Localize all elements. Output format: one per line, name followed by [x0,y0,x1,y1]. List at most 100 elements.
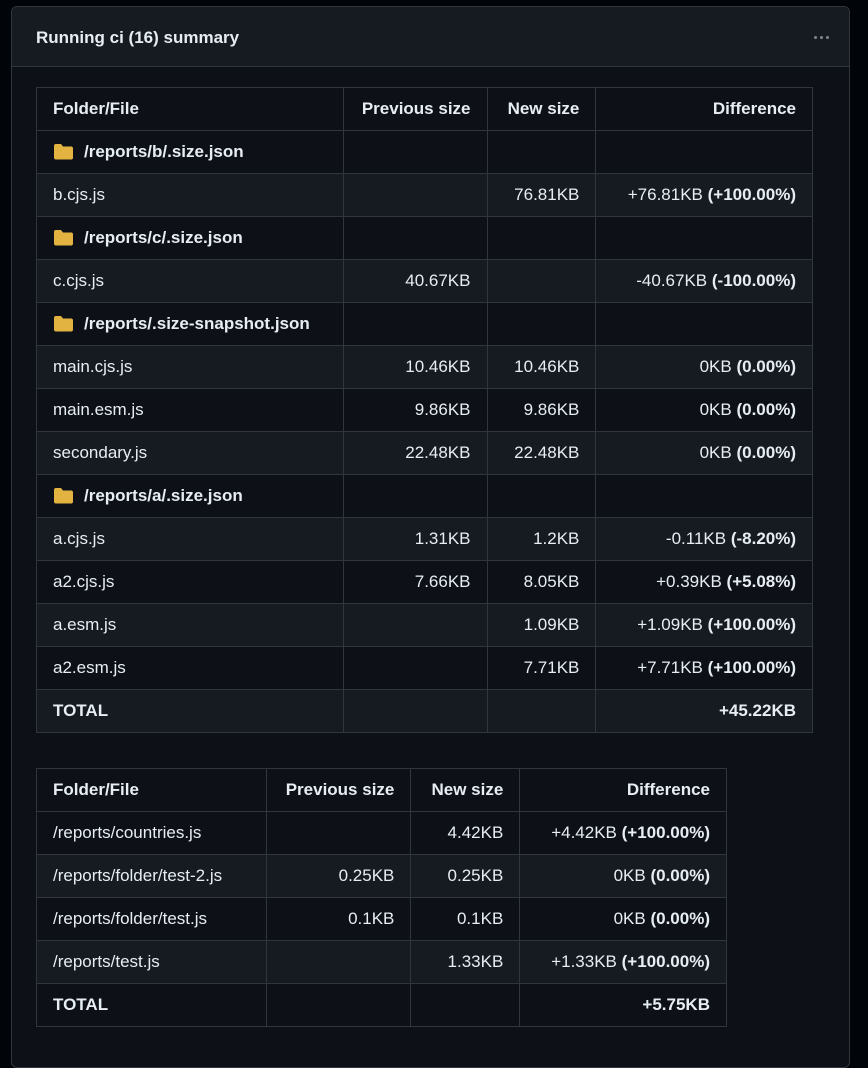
previous-size-cell [342,603,488,647]
new-size-cell: 76.81KB [486,173,597,217]
empty-cell [342,130,488,174]
new-size-cell: 7.71KB [486,646,597,690]
difference-value: +76.81KB [627,185,703,204]
previous-size-cell [342,173,488,217]
file-name-cell: a.cjs.js [36,517,344,561]
new-size-cell: 0.1KB [410,897,521,941]
file-name-cell: /reports/folder/test.js [35,897,268,941]
size-report-table-2: Folder/File Previous size New size Diffe… [35,768,727,1027]
new-size-cell: 1.33KB [410,940,521,984]
total-difference: +5.75KB [519,983,727,1027]
file-row: a2.cjs.js 7.66KB 8.05KB +0.39KB (+5.08%) [36,560,813,604]
file-row: /reports/folder/test.js 0.1KB 0.1KB 0KB (0.… [35,897,727,941]
difference-percent: (+100.00%) [621,823,710,842]
difference-value: +0.39KB [656,572,722,591]
difference-value: 0KB [699,400,732,419]
empty-cell [266,983,412,1027]
difference-cell: +4.42KB (+100.00%) [519,811,727,855]
difference-cell: 0KB (0.00%) [595,345,813,389]
difference-percent: (+100.00%) [707,185,796,204]
folder-name: /reports/c/.size.json [84,228,243,247]
difference-percent: (0.00%) [650,866,710,885]
empty-cell [595,302,813,346]
empty-cell [486,130,597,174]
column-header-difference: Difference [595,87,813,131]
file-name-cell: /reports/countries.js [35,811,268,855]
file-name-cell: main.cjs.js [36,345,344,389]
file-row: /reports/folder/test-2.js 0.25KB 0.25KB 0KB… [35,854,727,898]
difference-percent: (0.00%) [736,400,796,419]
total-label: TOTAL [35,983,268,1027]
difference-percent: (0.00%) [650,909,710,928]
previous-size-cell: 0.25KB [266,854,412,898]
difference-cell: 0KB (0.00%) [595,431,813,475]
summary-panel: Running ci (16) summary Folder/File Prev… [11,6,850,1068]
column-header-new-size: New size [486,87,597,131]
previous-size-cell [266,940,412,984]
difference-percent: (+100.00%) [621,952,710,971]
new-size-cell [486,259,597,303]
new-size-cell: 9.86KB [486,388,597,432]
file-row: secondary.js 22.48KB 22.48KB 0KB (0.00%) [36,431,813,475]
size-report-table-1: Folder/File Previous size New size Diffe… [36,87,813,733]
folder-icon [54,488,73,504]
difference-cell: -0.11KB (-8.20%) [595,517,813,561]
empty-cell [486,689,597,733]
difference-value: +1.09KB [637,615,703,634]
file-row: main.esm.js 9.86KB 9.86KB 0KB (0.00%) [36,388,813,432]
file-name-cell: /reports/folder/test-2.js [35,854,268,898]
difference-percent: (-100.00%) [711,271,796,290]
folder-row: /reports/c/.size.json [36,216,813,260]
difference-value: 0KB [699,443,732,462]
difference-percent: (-8.20%) [730,529,796,548]
table-header-row: Folder/File Previous size New size Diffe… [35,768,727,812]
empty-cell [342,474,488,518]
total-difference: +45.22KB [595,689,813,733]
column-header-previous-size: Previous size [266,768,412,812]
difference-value: -0.11KB [665,529,727,548]
file-row: a.esm.js 1.09KB +1.09KB (+100.00%) [36,603,813,647]
previous-size-cell: 9.86KB [342,388,488,432]
previous-size-cell: 10.46KB [342,345,488,389]
folder-name: /reports/.size-snapshot.json [84,314,310,333]
empty-cell [342,689,488,733]
difference-cell: +7.71KB (+100.00%) [595,646,813,690]
column-header-new-size: New size [410,768,521,812]
folder-name: /reports/a/.size.json [84,486,243,505]
file-name-cell: a2.cjs.js [36,560,344,604]
folder-cell: /reports/b/.size.json [36,130,344,174]
file-name-cell: c.cjs.js [36,259,344,303]
table-header-row: Folder/File Previous size New size Diffe… [36,87,813,131]
folder-row: /reports/a/.size.json [36,474,813,518]
difference-cell: +1.33KB (+100.00%) [519,940,727,984]
empty-cell [486,302,597,346]
previous-size-cell: 1.31KB [342,517,488,561]
file-name-cell: main.esm.js [36,388,344,432]
new-size-cell: 4.42KB [410,811,521,855]
column-header-folder-file: Folder/File [35,768,268,812]
kebab-horizontal-icon[interactable] [809,25,833,49]
empty-cell [595,130,813,174]
difference-percent: (0.00%) [736,443,796,462]
new-size-cell: 0.25KB [410,854,521,898]
previous-size-cell: 7.66KB [342,560,488,604]
file-name-cell: b.cjs.js [36,173,344,217]
difference-value: 0KB [613,909,646,928]
new-size-cell: 22.48KB [486,431,597,475]
difference-cell: 0KB (0.00%) [595,388,813,432]
empty-cell [486,216,597,260]
difference-cell: 0KB (0.00%) [519,854,727,898]
folder-icon [54,316,73,332]
file-row: main.cjs.js 10.46KB 10.46KB 0KB (0.00%) [36,345,813,389]
empty-cell [486,474,597,518]
file-row: b.cjs.js 76.81KB +76.81KB (+100.00%) [36,173,813,217]
file-row: a2.esm.js 7.71KB +7.71KB (+100.00%) [36,646,813,690]
difference-cell: +0.39KB (+5.08%) [595,560,813,604]
folder-cell: /reports/a/.size.json [36,474,344,518]
folder-icon [54,144,73,160]
difference-percent: (+5.08%) [726,572,796,591]
total-row: TOTAL +5.75KB [35,983,727,1027]
file-name-cell: a.esm.js [36,603,344,647]
empty-cell [342,302,488,346]
panel-header: Running ci (16) summary [12,7,849,67]
